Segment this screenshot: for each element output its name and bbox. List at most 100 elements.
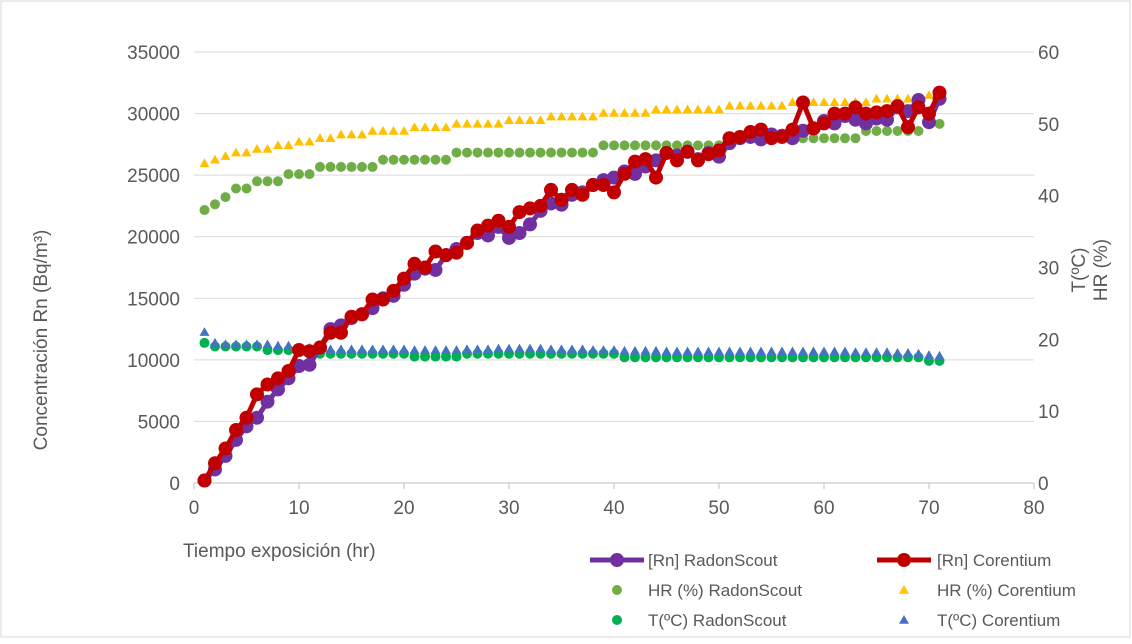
y-tick-label: 5000 [138, 412, 180, 433]
data-point [357, 161, 367, 172]
data-point [922, 106, 936, 121]
data-point [556, 111, 567, 121]
data-point [756, 346, 766, 356]
data-point [840, 346, 850, 356]
data-point [651, 345, 661, 355]
data-point [859, 116, 873, 131]
data-point [901, 120, 915, 135]
data-point [525, 343, 535, 353]
data-point [934, 350, 945, 360]
data-point [565, 182, 579, 197]
data-point [798, 346, 808, 356]
data-point [504, 147, 514, 158]
data-point [871, 347, 882, 357]
y-tick-label: 10000 [127, 351, 180, 372]
legend-label: [Rn] Corentium [937, 551, 1051, 570]
data-point [439, 248, 453, 263]
data-point [651, 104, 661, 114]
data-point [754, 122, 768, 137]
data-point [231, 183, 241, 194]
data-point [252, 176, 262, 187]
x-tick-label: 40 [603, 498, 624, 519]
data-point [796, 123, 810, 138]
data-point [462, 344, 472, 354]
data-point [932, 85, 947, 100]
data-point [577, 344, 588, 354]
data-point [628, 166, 642, 181]
data-point [420, 122, 430, 132]
data-point [252, 339, 262, 349]
data-point [848, 112, 863, 127]
data-point [262, 143, 273, 153]
data-point [502, 230, 516, 245]
data-point [367, 344, 378, 354]
data-point [451, 147, 462, 158]
data-point [397, 271, 411, 286]
data-point [808, 346, 819, 356]
data-point [712, 143, 726, 158]
data-point [420, 154, 430, 165]
data-point [743, 125, 758, 140]
data-point [567, 147, 577, 158]
data-point [220, 339, 231, 349]
data-point [451, 345, 462, 354]
data-point [315, 133, 325, 142]
data-point [745, 346, 756, 356]
series-layer [197, 85, 947, 488]
data-point [586, 177, 600, 192]
data-point [504, 343, 514, 353]
legend-item: HR (%) RadonScout [612, 581, 802, 600]
data-point [661, 104, 672, 114]
data-point [612, 615, 622, 625]
data-point [346, 344, 357, 354]
data-point [260, 377, 275, 392]
data-point [504, 115, 514, 124]
data-point [850, 133, 861, 144]
data-point [735, 100, 745, 110]
y-tick-label: 0 [169, 474, 180, 495]
data-point [754, 132, 768, 147]
data-point [336, 161, 346, 172]
data-point [260, 394, 275, 409]
legend-marker [610, 553, 624, 567]
data-point [703, 346, 714, 356]
data-point [535, 147, 546, 158]
data-point [304, 136, 315, 146]
data-point [556, 147, 567, 158]
legend-label: HR (%) Corentium [937, 581, 1076, 600]
data-point [546, 111, 556, 121]
data-point [764, 131, 779, 146]
data-point [441, 351, 451, 362]
data-point [210, 154, 220, 164]
data-point [913, 348, 924, 358]
y-tick-label: 30000 [127, 105, 180, 126]
data-point [250, 410, 264, 425]
data-point [827, 106, 842, 121]
data-point [577, 111, 588, 121]
data-point [399, 344, 409, 354]
data-point [546, 147, 556, 158]
series-hr-corentium [199, 90, 945, 168]
data-point [283, 340, 294, 350]
data-point [861, 347, 871, 357]
data-point [609, 108, 619, 117]
data-point [430, 345, 441, 354]
data-point [619, 345, 630, 355]
data-point [367, 161, 378, 172]
x-tick-label: 30 [498, 498, 519, 519]
data-point [899, 615, 909, 624]
data-point [386, 283, 401, 298]
data-point [449, 245, 464, 260]
y-tick-label: 20000 [127, 228, 180, 249]
data-point [533, 198, 548, 213]
data-point [210, 337, 220, 347]
data-point [796, 95, 810, 110]
data-point [462, 118, 472, 128]
data-point [924, 90, 934, 99]
data-point [672, 104, 682, 114]
data-point [722, 131, 737, 146]
data-point [745, 100, 756, 110]
data-point [481, 228, 495, 243]
y2-tick-label: 50 [1038, 115, 1059, 136]
